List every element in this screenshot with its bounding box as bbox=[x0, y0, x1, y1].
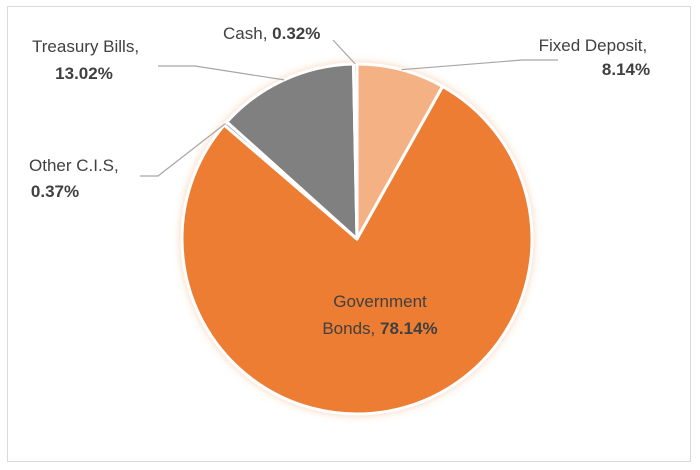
slice-fixed-deposit bbox=[355, 62, 445, 241]
label-other-cis-value: 0.37% bbox=[31, 182, 79, 201]
label-fixed-deposit-name: Fixed Deposit bbox=[539, 36, 643, 55]
pie-slices bbox=[180, 62, 534, 416]
slice-treasury-bills bbox=[225, 62, 359, 241]
leader-line-cash bbox=[332, 39, 356, 65]
label-government-bonds-name: Government bbox=[333, 292, 427, 311]
label-government-bonds-value: 78.14% bbox=[380, 319, 438, 338]
label-treasury-bills: Treasury Bills, 13.02% bbox=[32, 37, 144, 83]
leader-line-fixed-deposit bbox=[401, 59, 558, 71]
leader-line-other-cis bbox=[140, 123, 226, 177]
label-cash-value: 0.32% bbox=[272, 24, 320, 43]
label-government-bonds-name-part: Bonds bbox=[322, 319, 370, 338]
leader-line-treasury-bills bbox=[158, 65, 285, 81]
label-fixed-deposit-value: 8.14% bbox=[602, 60, 650, 79]
label-cash: Cash, 0.32% bbox=[223, 24, 320, 43]
slice-government-bonds bbox=[180, 84, 534, 416]
label-cash-name: Cash bbox=[223, 24, 263, 43]
label-government-bonds-line2: Bonds, 78.14% bbox=[322, 319, 437, 338]
label-other-cis: Other C.I.S, 0.37% bbox=[29, 156, 124, 201]
label-government-bonds: Government bbox=[333, 292, 427, 311]
label-other-cis-name: Other C.I.S bbox=[29, 156, 114, 175]
label-fixed-deposit: Fixed Deposit, 8.14% bbox=[539, 36, 652, 79]
label-treasury-bills-value: 13.02% bbox=[55, 64, 113, 83]
label-treasury-bills-name: Treasury Bills bbox=[32, 37, 134, 56]
leader-lines bbox=[140, 39, 558, 177]
